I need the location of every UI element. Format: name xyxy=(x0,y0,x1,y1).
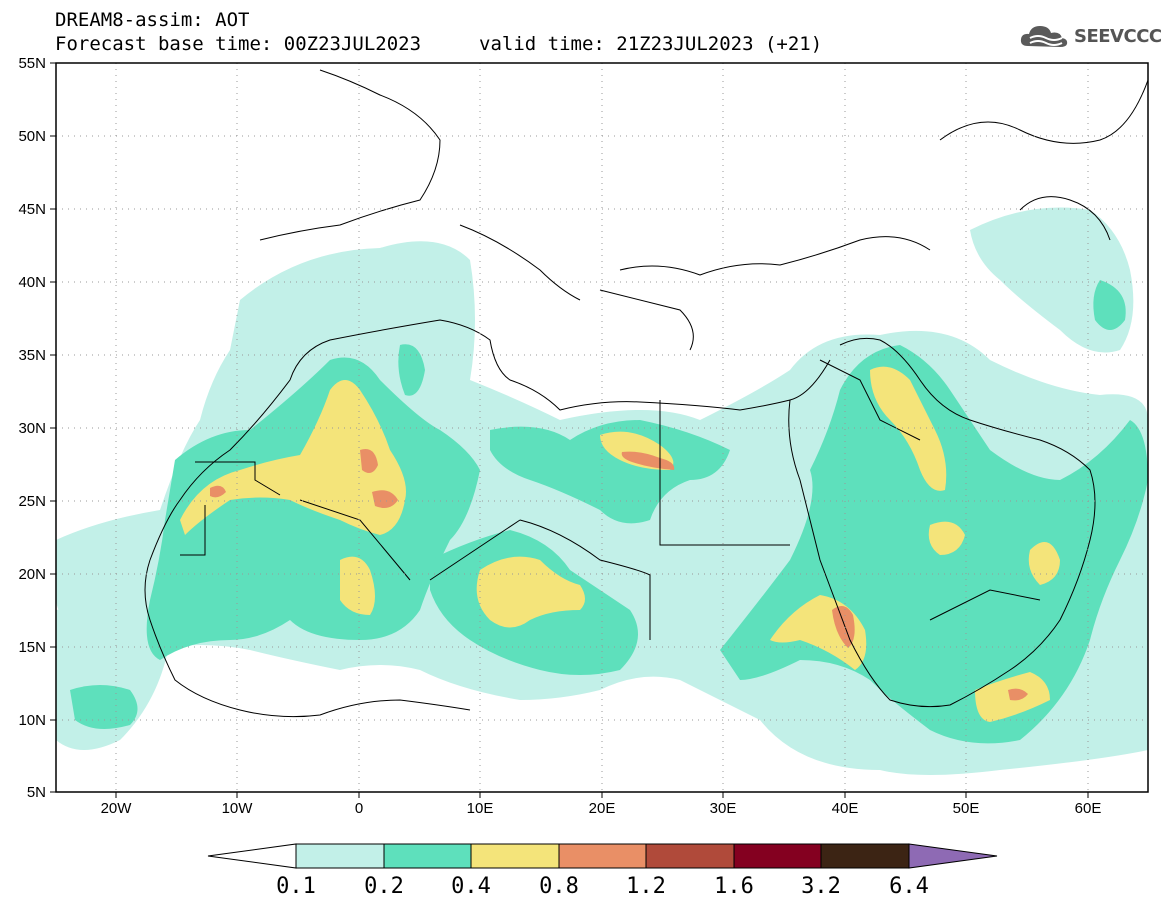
map-title: DREAM8-assim: AOT xyxy=(55,9,250,31)
lat-label: 40N xyxy=(18,274,46,291)
longitude-labels: 20W 10W 0 10E 20E 30E 40E 50E 60E xyxy=(101,800,1102,817)
colorbar-label: 3.2 xyxy=(801,874,841,899)
lat-label: 35N xyxy=(18,347,46,364)
latitude-labels: 55N 50N 45N 40N 35N 30N 25N 20N 15N 10N … xyxy=(18,55,46,801)
aot-field xyxy=(56,207,1148,775)
colorbar-label: 1.2 xyxy=(626,874,666,899)
colorbar-swatch-1.2 xyxy=(645,843,735,869)
logo-text: SEEVCCC xyxy=(1074,25,1162,47)
colorbar-swatch-0.2 xyxy=(383,843,472,869)
colorbar-label: 0.8 xyxy=(539,874,579,899)
lat-label: 10N xyxy=(18,712,46,729)
lon-label: 40E xyxy=(832,800,859,817)
axis-ticks xyxy=(50,62,1089,798)
lon-label: 20E xyxy=(589,800,616,817)
aot-level-0.8 xyxy=(210,449,1028,701)
colorbar-label: 0.4 xyxy=(451,874,491,899)
colorbar-below-triangle xyxy=(207,843,297,869)
lat-label: 55N xyxy=(18,55,46,72)
coastlines xyxy=(144,69,1148,718)
lon-label: 60E xyxy=(1075,800,1102,817)
lat-label: 45N xyxy=(18,201,46,218)
gridlines xyxy=(56,63,1148,792)
colorbar-swatch-0.8 xyxy=(558,843,647,869)
lon-label: 0 xyxy=(355,800,363,817)
lat-label: 50N xyxy=(18,128,46,145)
colorbar xyxy=(207,843,998,869)
colorbar-swatch-0.1 xyxy=(295,843,385,869)
colorbar-label: 0.1 xyxy=(276,874,316,899)
lon-label: 20W xyxy=(101,800,133,817)
lon-label: 10W xyxy=(222,800,254,817)
colorbar-swatch-3.2 xyxy=(820,843,910,869)
colorbar-swatch-0.4 xyxy=(470,843,560,869)
colorbar-labels: 0.1 0.2 0.4 0.8 1.2 1.6 3.2 6.4 xyxy=(276,874,929,899)
lon-label: 50E xyxy=(953,800,980,817)
colorbar-label: 0.2 xyxy=(364,874,404,899)
colorbar-label: 1.6 xyxy=(714,874,754,899)
lon-label: 10E xyxy=(467,800,494,817)
colorbar-label: 6.4 xyxy=(889,874,929,899)
lat-label: 30N xyxy=(18,420,46,437)
lat-label: 15N xyxy=(18,639,46,656)
lat-label: 20N xyxy=(18,566,46,583)
cloud-icon xyxy=(1020,26,1068,47)
seevccc-logo: SEEVCCC xyxy=(1018,22,1162,50)
colorbar-swatch-1.6 xyxy=(733,843,822,869)
colorbar-above-triangle xyxy=(908,843,998,869)
valid-time: valid time: 21Z23JUL2023 (+21) xyxy=(479,33,823,55)
lon-label: 30E xyxy=(710,800,737,817)
lat-label: 25N xyxy=(18,493,46,510)
forecast-base-time: Forecast base time: 00Z23JUL2023 xyxy=(55,33,422,55)
lat-label: 5N xyxy=(27,784,46,801)
